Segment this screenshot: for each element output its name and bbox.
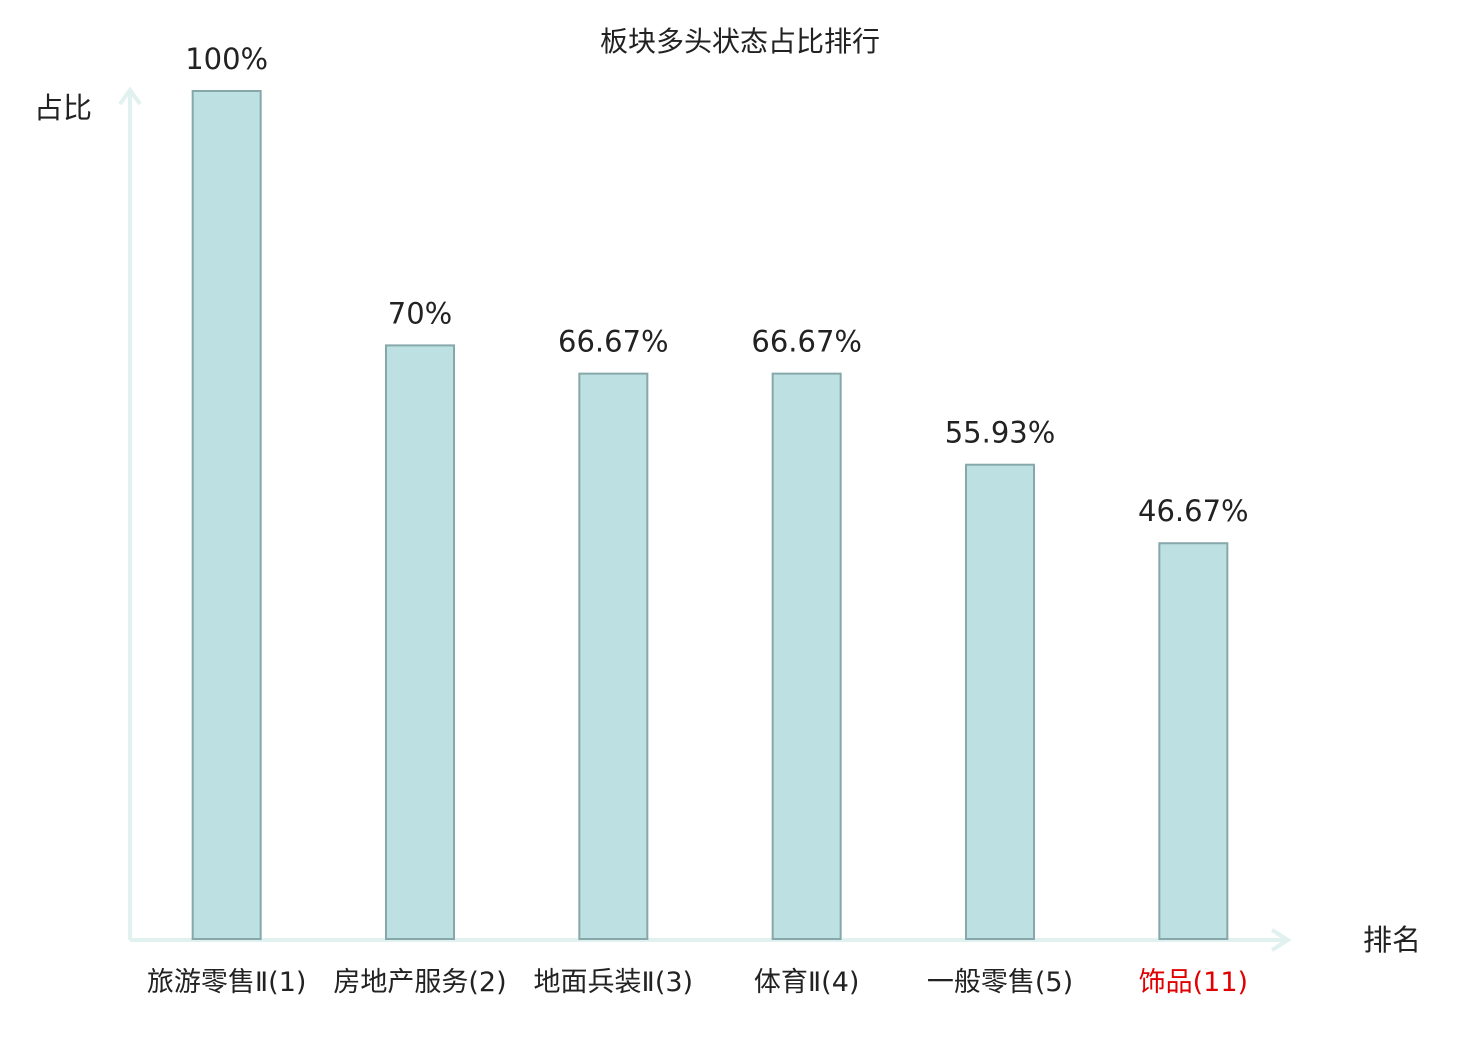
bar [965, 463, 1035, 940]
value-label: 46.67% [1138, 494, 1249, 528]
x-tick-label: 房地产服务(2) [333, 967, 507, 998]
axes [118, 86, 1292, 952]
value-label: 66.67% [751, 325, 862, 359]
x-tick-label: 旅游零售Ⅱ(1) [146, 967, 307, 998]
value-label: 55.93% [945, 416, 1056, 450]
x-tick-label: 体育Ⅱ(4) [753, 967, 860, 998]
bar [771, 372, 842, 940]
x-tick-label: 地面兵装Ⅱ(3) [533, 967, 694, 998]
value-label: 66.67% [558, 325, 669, 359]
bar [578, 372, 649, 940]
bar [1158, 542, 1229, 940]
y-axis-label: 占比 [34, 91, 92, 125]
x-axis-label: 排名 [1363, 923, 1421, 957]
value-label: 70% [388, 296, 452, 330]
value-label: 100% [185, 42, 268, 76]
bar [385, 344, 455, 940]
chart-title: 板块多头状态占比排行 [600, 25, 880, 58]
bar [191, 90, 262, 940]
x-tick-label: 饰品(11) [1138, 967, 1249, 998]
x-tick-label: 一般零售(5) [926, 967, 1074, 998]
